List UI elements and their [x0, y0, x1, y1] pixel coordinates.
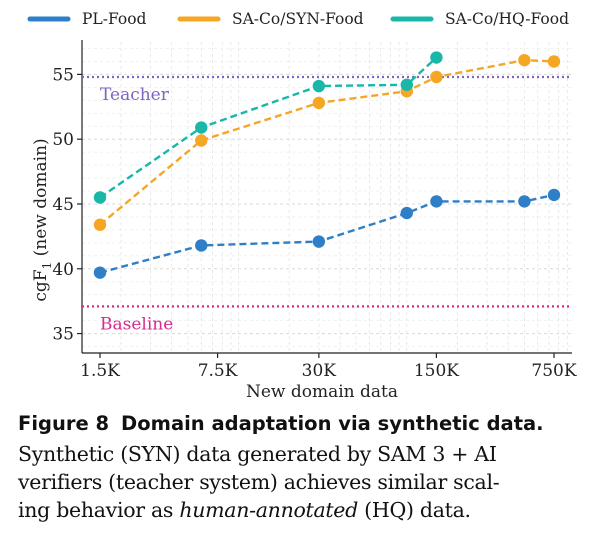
- data-point-sa-co-hq-food: [312, 79, 326, 93]
- caption-heading: Figure 8 Domain adaptation via synthetic …: [18, 410, 588, 438]
- series-layer: [93, 51, 561, 279]
- caption-line-3-italic: human-annotated: [179, 498, 358, 522]
- data-point-pl-food: [195, 239, 208, 252]
- caption-line-3-end: (HQ) data.: [357, 498, 471, 522]
- line-chart: 35 40 45 50 55 1.5K 7.5K 30K 150K 750K Teacher Bas…: [27, 10, 577, 402]
- legend-label: SA-Co/HQ-Food: [445, 10, 569, 28]
- series-line-pl-food: [99, 193, 555, 274]
- grid-layer: [82, 42, 572, 353]
- data-point-sa-co-syn-food: [518, 53, 531, 67]
- data-point-sa-co-syn-food: [195, 134, 208, 147]
- x-tick-label: 150K: [414, 361, 459, 381]
- caption-line-3-start: ing behavior as: [18, 498, 180, 522]
- y-tick-label: 55: [52, 65, 74, 85]
- data-point-pl-food: [518, 195, 531, 208]
- x-tick-label: 750K: [531, 361, 576, 381]
- figure-caption: Figure 8 Domain adaptation via synthetic …: [18, 410, 588, 524]
- reference-lines: Teacher Baseline: [82, 75, 572, 334]
- legend-label: PL-Food: [82, 10, 147, 28]
- legend: PL-Food SA-Co/SYN-Food SA-Co/HQ-Food: [27, 10, 569, 28]
- data-point-pl-food: [93, 266, 107, 279]
- x-axis-title: New domain data: [246, 382, 398, 402]
- y-axis-title-subscript: 1: [40, 262, 54, 270]
- y-tick-label: 50: [52, 130, 74, 150]
- data-point-pl-food: [430, 195, 443, 208]
- caption-line-2: verifiers (teacher system) achieves simi…: [18, 470, 500, 494]
- y-tick-label: 40: [52, 260, 74, 280]
- data-point-sa-co-hq-food: [430, 51, 443, 64]
- axes-layer: 35 40 45 50 55 1.5K 7.5K 30K 150K 750K: [52, 40, 577, 381]
- y-axis-title-main: cgF: [31, 269, 51, 301]
- figure-number: Figure 8: [18, 412, 110, 435]
- data-point-pl-food: [547, 188, 561, 202]
- legend-label: SA-Co/SYN-Food: [232, 10, 364, 28]
- y-tick-label: 35: [52, 325, 74, 345]
- y-axis-title: cgF1 (new domain): [31, 138, 54, 301]
- y-axis-title-rest: (new domain): [31, 138, 51, 261]
- data-point-sa-co-hq-food: [93, 191, 107, 204]
- x-tick-label: 30K: [302, 361, 337, 381]
- x-tick-label: 7.5K: [198, 361, 238, 381]
- data-point-sa-co-syn-food: [547, 55, 561, 68]
- data-point-sa-co-syn-food: [93, 218, 107, 231]
- x-tick-label: 1.5K: [80, 361, 120, 381]
- data-point-sa-co-hq-food: [195, 121, 208, 134]
- caption-line-1: Synthetic (SYN) data generated by SAM 3 …: [18, 442, 497, 466]
- data-point-pl-food: [312, 235, 326, 248]
- data-point-sa-co-hq-food: [400, 78, 414, 91]
- caption-title: Domain adaptation via synthetic data.: [121, 412, 544, 435]
- reference-label-baseline: Baseline: [100, 314, 173, 334]
- caption-line-3: ing behavior as human-annotated (HQ) dat…: [18, 496, 588, 524]
- data-point-pl-food: [400, 206, 414, 220]
- data-point-sa-co-syn-food: [430, 70, 443, 84]
- y-tick-label: 45: [52, 195, 74, 215]
- reference-label-teacher: Teacher: [100, 85, 170, 105]
- data-point-sa-co-syn-food: [312, 96, 326, 110]
